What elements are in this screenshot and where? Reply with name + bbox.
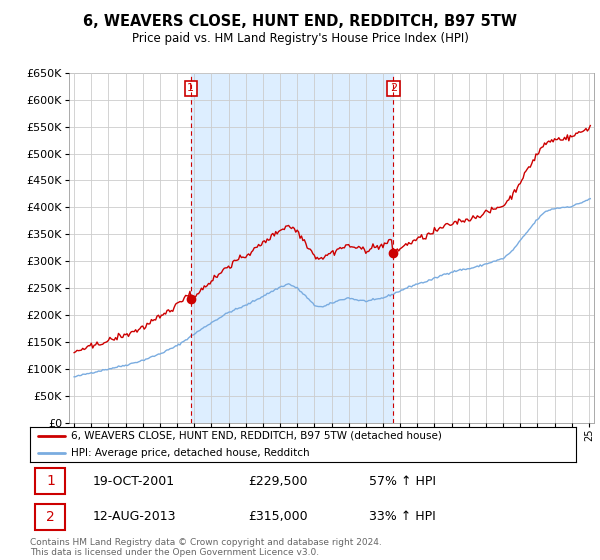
Text: HPI: Average price, detached house, Redditch: HPI: Average price, detached house, Redd…	[71, 449, 310, 458]
Text: 57% ↑ HPI: 57% ↑ HPI	[368, 474, 436, 488]
Text: 33% ↑ HPI: 33% ↑ HPI	[368, 510, 435, 524]
Text: 6, WEAVERS CLOSE, HUNT END, REDDITCH, B97 5TW: 6, WEAVERS CLOSE, HUNT END, REDDITCH, B9…	[83, 14, 517, 29]
Text: 2: 2	[390, 83, 397, 94]
Bar	[35, 468, 65, 494]
Bar	[191, 73, 393, 423]
Bar	[35, 504, 65, 530]
Text: £315,000: £315,000	[248, 510, 308, 524]
Text: £229,500: £229,500	[248, 474, 308, 488]
Text: 1: 1	[187, 83, 194, 94]
Text: 6, WEAVERS CLOSE, HUNT END, REDDITCH, B97 5TW (detached house): 6, WEAVERS CLOSE, HUNT END, REDDITCH, B9…	[71, 431, 442, 441]
Text: 12-AUG-2013: 12-AUG-2013	[93, 510, 176, 524]
Text: 1: 1	[46, 474, 55, 488]
Text: 19-OCT-2001: 19-OCT-2001	[93, 474, 175, 488]
Text: 2: 2	[46, 510, 55, 524]
Text: Price paid vs. HM Land Registry's House Price Index (HPI): Price paid vs. HM Land Registry's House …	[131, 32, 469, 45]
Text: Contains HM Land Registry data © Crown copyright and database right 2024.
This d: Contains HM Land Registry data © Crown c…	[30, 538, 382, 557]
